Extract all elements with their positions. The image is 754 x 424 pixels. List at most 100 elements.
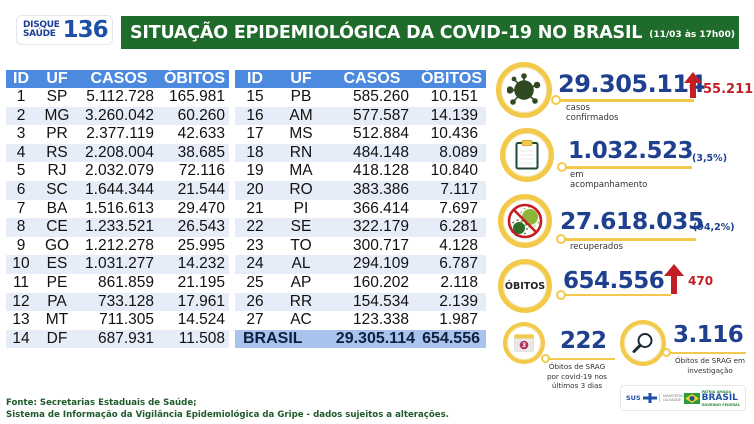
srag-recent-value: 222 [560, 328, 607, 354]
cell-obitos: 10.151 [430, 88, 478, 105]
table-row: 4 RS 2.208.004 38.685 [6, 143, 229, 163]
srag-recent-label: Óbitos de SRAG por covid-19 nos últimos … [546, 362, 608, 390]
srag-investigation-label: Óbitos de SRAG em investigação [674, 356, 746, 375]
no-virus-icon [507, 203, 543, 239]
cell-id: 11 [12, 273, 30, 291]
cell-obitos: 2.118 [440, 273, 478, 291]
sus-logo: SUS [626, 393, 657, 403]
svg-text:3: 3 [522, 342, 526, 349]
cell-casos: 711.305 [99, 311, 154, 329]
cell-uf: ES [36, 255, 78, 274]
cell-uf: RN [275, 143, 327, 163]
cell-id: 25 [246, 273, 264, 291]
cell-casos: 733.128 [78, 292, 160, 312]
total-row: BRASIL 29.305.114 654.556 [235, 329, 486, 349]
table-row: 7 BA 1.516.613 29.470 [6, 200, 229, 219]
cell-id: 24 [235, 255, 275, 274]
cell-obitos: 1.987 [439, 311, 478, 329]
cell-id: 17 [246, 125, 264, 143]
cell-uf: RJ [47, 162, 67, 180]
cell-casos: 294.109 [327, 255, 417, 274]
table-row: 2 MG 3.260.042 60.260 [6, 106, 229, 126]
cell-id: 19 [246, 162, 264, 180]
cell-id: 2 [6, 106, 36, 126]
table-row: 12 PA 733.128 17.961 [6, 292, 229, 312]
cell-obitos: 25.995 [177, 236, 225, 254]
table-row: 17 MS 512.884 10.436 [235, 125, 486, 144]
cell-obitos: 10.840 [430, 162, 478, 180]
cell-casos: 300.717 [352, 236, 409, 254]
cell-casos: 383.386 [327, 180, 417, 200]
cell-uf: PE [46, 273, 68, 291]
report-date: (11/03 às 17h00) [649, 29, 735, 40]
table-row: 19 MA 418.128 10.840 [235, 162, 486, 181]
table-row: 1 SP 5.112.728 165.981 [6, 88, 229, 107]
table-row: 6 SC 1.644.344 21.544 [6, 180, 229, 200]
source-note: Fonte: Secretarias Estaduais de Saúde; S… [6, 397, 449, 421]
cell-uf: SE [275, 218, 327, 237]
col-obitos: ÓBITOS [417, 70, 486, 88]
table-row: 9 GO 1.212.278 25.995 [6, 237, 229, 256]
cell-id: 12 [6, 292, 36, 312]
cell-uf: MS [289, 125, 313, 143]
disque-saude-136-logo: DISQUE SAÚDE 136 [16, 15, 113, 45]
monitoring-label: em acompanhamento [570, 170, 648, 190]
cell-id: 6 [6, 180, 36, 200]
brazil-flag-icon [683, 392, 700, 404]
cell-obitos: 14.524 [177, 311, 225, 329]
cell-obitos: 29.470 [177, 199, 225, 217]
cell-id: 13 [12, 311, 30, 329]
cell-uf: SC [36, 180, 78, 200]
cell-id: 10 [6, 255, 36, 274]
cell-uf: MA [289, 162, 313, 180]
cell-id: 21 [246, 199, 264, 217]
cell-obitos: 72.116 [178, 162, 225, 180]
deaths-badge: ÓBITOS [504, 280, 546, 292]
cell-casos: 160.202 [352, 273, 409, 291]
deaths-delta: 470 [688, 274, 714, 288]
cell-casos: 2.377.119 [86, 125, 154, 143]
cell-id: 5 [16, 162, 26, 180]
col-uf: UF [36, 70, 78, 88]
cell-uf: PB [290, 88, 312, 105]
cell-uf: PR [46, 125, 68, 143]
col-uf: UF [275, 70, 327, 88]
cell-obitos: 7.117 [417, 180, 486, 200]
cell-casos: 123.338 [352, 311, 409, 329]
cell-obitos: 26.543 [160, 218, 229, 237]
cell-id: 8 [6, 218, 36, 237]
cell-id: 18 [235, 143, 275, 163]
cell-casos: 5.112.728 [86, 88, 154, 105]
cell-casos: 687.931 [78, 329, 160, 349]
states-table-right: ID UF CASOS ÓBITOS 15 PB 585.260 10.151 16 AM… [235, 70, 486, 349]
cell-casos: 2.208.004 [78, 143, 160, 163]
cell-casos: 1.644.344 [78, 180, 160, 200]
virus-icon [507, 73, 541, 105]
cell-obitos: 8.089 [417, 143, 486, 163]
col-obitos: ÓBITOS [160, 70, 229, 88]
cell-obitos: 11.508 [160, 329, 229, 349]
logo-line2: SAÚDE [23, 29, 56, 39]
cell-obitos: 14.232 [160, 255, 229, 274]
cell-uf: PI [293, 199, 309, 217]
cell-obitos: 10.436 [430, 125, 478, 143]
col-casos: CASOS [78, 70, 160, 88]
cell-id: 4 [6, 143, 36, 163]
cell-obitos: 165.981 [168, 88, 225, 105]
table-row: 26 RR 154.534 2.139 [235, 292, 486, 312]
table-row: 13 MT 711.305 14.524 [6, 311, 229, 330]
cell-casos: 1.212.278 [85, 236, 154, 254]
recovered-label: recuperados [570, 242, 623, 252]
cell-casos: 585.260 [352, 88, 409, 105]
cell-id: 16 [235, 106, 275, 126]
confirmed-label: casos confirmados [566, 103, 619, 123]
cell-casos: 577.587 [327, 106, 417, 126]
table-row: 23 TO 300.717 4.128 [235, 237, 486, 256]
sus-cross-icon [642, 393, 657, 403]
cell-obitos: 7.697 [439, 199, 478, 217]
cell-uf: MT [45, 311, 69, 329]
col-id: ID [6, 70, 36, 88]
cell-id: 20 [235, 180, 275, 200]
srag-investigation-value: 3.116 [673, 322, 744, 348]
cell-uf: GO [44, 236, 70, 254]
